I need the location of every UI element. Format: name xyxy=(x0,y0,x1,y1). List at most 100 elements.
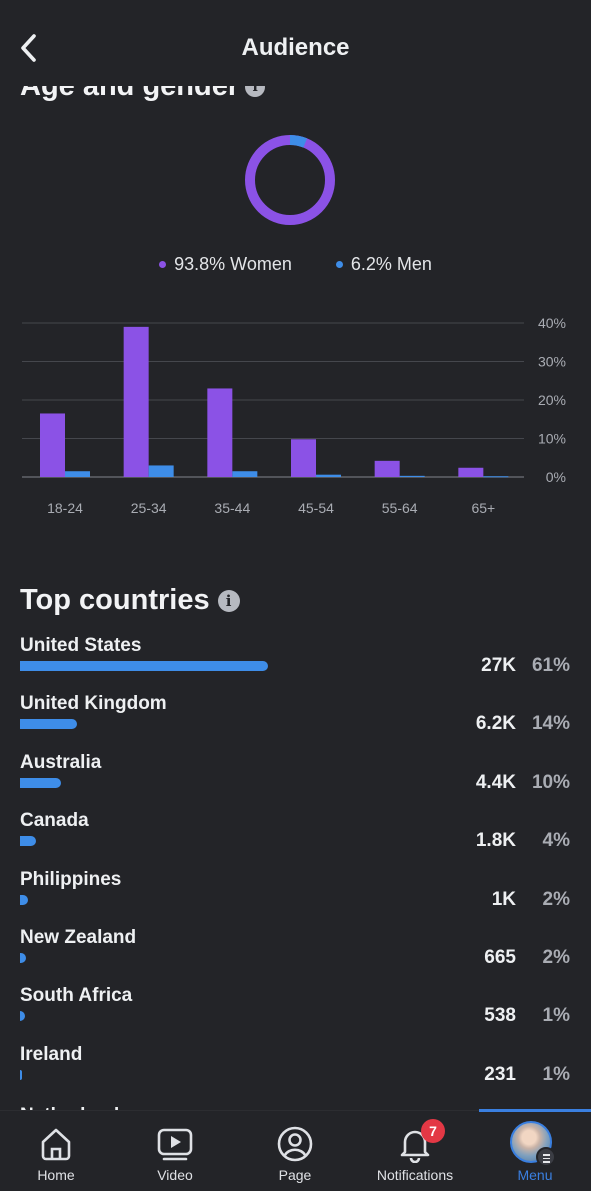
tab-home-label: Home xyxy=(37,1167,75,1183)
tab-home[interactable]: Home xyxy=(0,1111,115,1191)
country-share-bar xyxy=(20,894,29,905)
country-count: 1K xyxy=(491,888,516,910)
bar-men-65+ xyxy=(483,476,509,478)
country-name: United Kingdom xyxy=(20,693,167,715)
x-tick-label: 45-54 xyxy=(298,500,334,516)
bar-women-18-24 xyxy=(40,413,65,477)
country-percent: 14% xyxy=(531,713,570,735)
x-tick-label: 55-64 xyxy=(382,500,418,516)
tab-notifications[interactable]: 7 Notifications xyxy=(356,1111,474,1191)
y-tick-label: 10% xyxy=(538,431,566,447)
age-bar-chart: 40% 30% 20% 10% 0% 18-24 25-34 35-44 45-54 55-64 6… xyxy=(22,315,566,516)
country-row: South Africa 538 1% xyxy=(0,985,591,1035)
top-countries-title: Top countries i xyxy=(20,584,240,617)
tab-notifications-label: Notifications xyxy=(376,1167,454,1183)
country-name: New Zealand xyxy=(20,927,137,948)
country-share-bar xyxy=(20,1011,25,1022)
legend-men: 6.2% Men xyxy=(335,254,432,275)
country-count: 4.4K xyxy=(475,771,516,793)
country-share-bar xyxy=(20,1069,23,1080)
tab-page[interactable]: Page xyxy=(236,1111,354,1191)
bottom-tab-bar: Home Video Page 7 Notifications Menu xyxy=(0,1109,591,1191)
x-tick-label: 18-24 xyxy=(47,500,83,516)
avatar-menu-icon xyxy=(536,1147,556,1167)
country-count: 27K xyxy=(481,655,516,676)
bar-women-25-34 xyxy=(123,326,149,477)
gender-legend: 93.8% Women 6.2% Men xyxy=(0,254,591,275)
active-tab-indicator xyxy=(479,1109,591,1112)
bar-men-25-34 xyxy=(148,465,174,477)
page-title: Audience xyxy=(241,34,350,61)
tab-video[interactable]: Video xyxy=(116,1111,234,1191)
video-icon xyxy=(157,1128,193,1161)
donut-men-segment xyxy=(245,135,335,225)
x-tick-label: 35-44 xyxy=(214,500,250,516)
y-tick-label: 30% xyxy=(538,354,566,370)
country-row: Australia 4.4K 10% xyxy=(0,752,591,802)
chevron-left-icon xyxy=(21,34,36,62)
country-count: 538 xyxy=(484,1005,516,1027)
legend-men-label: 6.2% Men xyxy=(350,254,432,274)
bar-men-55-64 xyxy=(399,475,425,477)
tab-page-label: Page xyxy=(278,1167,312,1183)
country-share-bar xyxy=(20,777,61,788)
country-share-bar xyxy=(20,836,37,847)
women-dot xyxy=(159,261,167,268)
country-count: 231 xyxy=(484,1063,516,1085)
notification-badge: 7 xyxy=(421,1119,445,1143)
country-row: United Kingdom 6.2K 14% xyxy=(0,693,591,743)
tab-menu[interactable]: Menu xyxy=(476,1111,591,1191)
gender-donut-chart xyxy=(245,135,335,225)
y-tick-label: 40% xyxy=(538,315,566,331)
country-row: Philippines 1K 2% xyxy=(0,869,591,919)
country-percent: 2% xyxy=(542,888,570,910)
country-name: Ireland xyxy=(20,1043,83,1065)
country-percent: 61% xyxy=(531,655,570,676)
country-share-bar xyxy=(20,719,77,730)
country-row: Ireland 231 1% xyxy=(0,1044,591,1094)
country-share-bar xyxy=(20,661,268,671)
y-tick-label: 20% xyxy=(538,392,566,408)
y-tick-label: 0% xyxy=(546,469,566,485)
country-row: United States 27K 61% xyxy=(0,635,591,685)
men-dot xyxy=(335,261,343,268)
country-percent: 1% xyxy=(542,1005,570,1027)
donut-women-segment xyxy=(245,135,335,225)
country-name: Australia xyxy=(20,751,102,773)
x-tick-label: 25-34 xyxy=(131,500,167,516)
bar-men-18-24 xyxy=(65,471,90,477)
profile-icon xyxy=(277,1126,313,1162)
country-name-partial: Netherlands xyxy=(20,1102,130,1114)
country-name: Philippines xyxy=(20,868,122,890)
top-bar: Audience xyxy=(0,0,591,86)
country-name: Canada xyxy=(20,810,89,832)
country-count: 6.2K xyxy=(475,713,516,735)
country-count: 665 xyxy=(484,947,516,968)
country-percent: 2% xyxy=(542,947,570,968)
country-name: United States xyxy=(20,635,142,656)
country-percent: 1% xyxy=(542,1063,570,1085)
top-countries-title-text: Top countries xyxy=(20,584,210,616)
home-icon xyxy=(41,1128,71,1161)
country-percent: 10% xyxy=(531,771,570,793)
country-percent: 4% xyxy=(542,830,570,852)
bar-women-35-44 xyxy=(207,388,233,477)
bar-men-35-44 xyxy=(232,471,258,477)
country-name: South Africa xyxy=(20,985,133,1007)
back-button[interactable] xyxy=(18,30,48,66)
tab-menu-label: Menu xyxy=(517,1167,553,1183)
tab-video-label: Video xyxy=(157,1167,193,1183)
bar-men-45-54 xyxy=(316,474,341,477)
bar-women-55-64 xyxy=(374,460,400,477)
legend-women-label: 93.8% Women xyxy=(174,254,292,274)
country-count: 1.8K xyxy=(475,830,516,852)
country-row: New Zealand 665 2% xyxy=(0,927,591,977)
avatar xyxy=(510,1121,552,1163)
bar-women-45-54 xyxy=(291,439,316,477)
bar-women-65+ xyxy=(458,467,484,477)
x-tick-label: 65+ xyxy=(471,500,495,516)
info-icon[interactable]: i xyxy=(217,590,240,613)
country-row: Canada 1.8K 4% xyxy=(0,810,591,860)
legend-women: 93.8% Women xyxy=(159,254,292,275)
bell-icon xyxy=(400,1130,430,1163)
